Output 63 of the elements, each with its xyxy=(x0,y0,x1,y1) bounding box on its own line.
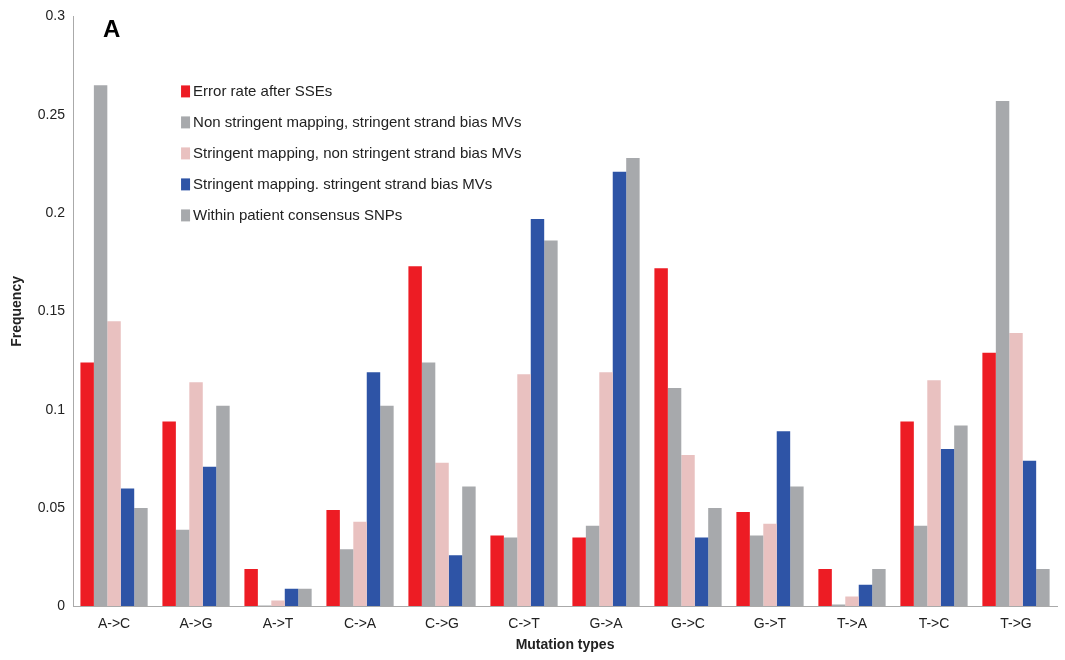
legend-label: Stringent mapping. stringent strand bias MVs xyxy=(193,174,493,192)
x-tick-label: A->G xyxy=(179,614,213,631)
x-tick-label: T->C xyxy=(918,614,950,631)
x-tick-label: T->G xyxy=(1000,614,1032,631)
bar xyxy=(694,537,709,606)
x-tick-label: C->A xyxy=(343,614,377,631)
bar xyxy=(530,218,545,606)
bar xyxy=(490,535,504,606)
y-tick-label: 0.2 xyxy=(45,203,66,220)
bar xyxy=(927,380,941,606)
bar xyxy=(517,374,531,606)
legend-label: Within patient consensus SNPs xyxy=(193,205,403,223)
x-tick-label: A->C xyxy=(97,614,131,631)
x-tick-label: G->T xyxy=(753,614,787,631)
bar xyxy=(353,521,367,606)
bar xyxy=(845,596,859,606)
bar xyxy=(1022,460,1037,606)
y-tick-label: 0.1 xyxy=(45,400,66,417)
x-tick-label: C->G xyxy=(425,614,459,631)
bar xyxy=(763,523,777,606)
y-tick-label: 0.15 xyxy=(37,302,66,319)
x-tick-label: G->A xyxy=(589,614,624,631)
x-tick-label: T->A xyxy=(837,614,868,631)
bar xyxy=(120,488,135,606)
bar xyxy=(162,421,176,606)
y-tick-label: 0.05 xyxy=(37,498,66,515)
legend-label: Stringent mapping, non stringent strand bias MVs xyxy=(193,143,522,161)
bar xyxy=(435,462,449,606)
bar xyxy=(366,372,381,606)
x-tick-label: A->T xyxy=(262,614,294,631)
bar xyxy=(107,321,121,606)
bar xyxy=(408,266,422,606)
bar xyxy=(982,352,996,606)
x-tick-label: C->T xyxy=(508,614,541,631)
y-tick-label: 0.3 xyxy=(45,7,66,24)
bar xyxy=(858,584,873,606)
y-axis-title: Frequency xyxy=(8,275,25,347)
bar xyxy=(80,362,94,606)
bar xyxy=(271,600,285,606)
legend-label: Non stringent mapping, stringent strand bias MVs xyxy=(193,112,522,130)
bar xyxy=(818,569,832,606)
bar xyxy=(654,268,668,606)
bar xyxy=(940,449,955,606)
bar xyxy=(681,454,695,606)
legend-label: Error rate after SSEs xyxy=(193,81,333,99)
bar xyxy=(736,512,750,606)
bar xyxy=(326,510,340,606)
bar xyxy=(189,382,203,606)
bar xyxy=(284,588,299,606)
bar xyxy=(776,431,791,606)
bar xyxy=(599,372,613,606)
bar xyxy=(448,555,463,606)
bar xyxy=(1009,333,1023,606)
x-axis-title: Mutation types xyxy=(515,636,615,653)
bar xyxy=(900,421,914,606)
annotation: A xyxy=(103,15,121,43)
bar xyxy=(202,466,217,606)
y-tick-label: 0 xyxy=(57,597,66,614)
bar xyxy=(244,569,258,606)
bar xyxy=(572,537,586,606)
bar xyxy=(612,171,627,606)
y-tick-label: 0.25 xyxy=(37,105,66,122)
x-tick-label: G->C xyxy=(671,614,705,631)
